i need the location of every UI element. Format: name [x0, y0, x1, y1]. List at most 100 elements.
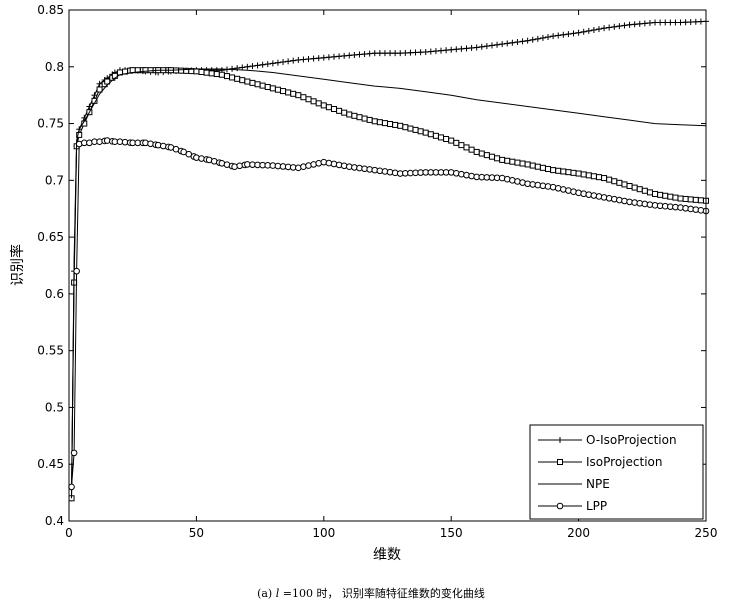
legend-label: IsoProjection — [586, 455, 662, 469]
legend-entry: NPE — [538, 477, 610, 491]
data-point — [274, 86, 281, 93]
data-point — [590, 26, 597, 33]
legend: O-IsoProjection IsoProjection NPE LPP — [529, 424, 704, 520]
data-point — [560, 168, 567, 175]
data-point — [438, 47, 445, 54]
data-point — [330, 106, 337, 113]
data-point — [290, 90, 297, 97]
data-point — [341, 52, 348, 59]
data-point — [677, 195, 684, 202]
data-point — [545, 34, 552, 41]
data-point — [203, 69, 210, 76]
data-point — [453, 46, 460, 53]
data-point — [315, 55, 322, 62]
legend-label: O-IsoProjection — [586, 433, 677, 447]
data-point — [320, 102, 327, 109]
data-point — [254, 81, 261, 88]
data-point — [499, 156, 506, 163]
data-point — [504, 157, 511, 164]
data-point — [366, 50, 373, 57]
data-point — [483, 152, 490, 159]
data-point — [300, 94, 307, 101]
x-axis-label: 维数 — [373, 547, 401, 563]
data-point — [443, 47, 450, 54]
data-point — [234, 75, 241, 82]
data-point — [336, 53, 343, 60]
caption-text: =100 时， 识别率随特征维数的变化曲线 — [279, 587, 485, 600]
data-point — [519, 38, 526, 45]
data-point — [590, 173, 597, 180]
data-point — [570, 169, 577, 176]
data-point — [325, 54, 332, 61]
legend-entries: O-IsoProjection IsoProjection NPE LPP — [538, 433, 677, 513]
data-point — [560, 31, 567, 38]
data-point — [387, 121, 394, 128]
data-point — [550, 167, 557, 174]
figure-caption: (a) l =100 时， 识别率随特征维数的变化曲线 — [0, 585, 742, 601]
data-point — [397, 122, 404, 129]
data-point — [290, 57, 297, 64]
data-point — [494, 155, 501, 162]
data-point — [407, 125, 414, 132]
data-point — [68, 483, 75, 491]
data-point — [468, 146, 475, 153]
data-point — [229, 74, 236, 81]
data-point — [595, 174, 602, 181]
y-axis-label: 识别率 — [9, 244, 26, 286]
data-point — [96, 80, 103, 87]
data-point — [381, 120, 388, 127]
y-tick-label: 0.8 — [45, 60, 64, 74]
data-point — [417, 128, 424, 135]
data-point — [646, 189, 653, 196]
data-point — [692, 18, 699, 25]
data-point — [427, 48, 434, 55]
data-point — [611, 23, 618, 30]
data-point — [641, 20, 648, 27]
data-point — [473, 44, 480, 51]
x-tick-label: 0 — [65, 526, 73, 540]
data-point — [427, 131, 434, 138]
data-point — [672, 19, 679, 26]
data-point — [239, 77, 246, 84]
data-point — [432, 132, 439, 139]
data-point — [667, 193, 674, 200]
series-isoprojection — [68, 67, 709, 502]
y-tick-label: 0.85 — [37, 3, 64, 17]
data-point — [473, 148, 480, 155]
data-point — [488, 42, 495, 49]
data-point — [269, 60, 276, 67]
data-point — [392, 50, 399, 57]
data-point — [453, 139, 460, 146]
data-point — [672, 194, 679, 201]
data-point — [300, 56, 307, 63]
data-point — [315, 100, 322, 107]
data-point — [285, 58, 292, 65]
data-point — [274, 59, 281, 66]
y-tick-label: 0.5 — [45, 400, 64, 414]
data-point — [76, 131, 83, 138]
data-point — [397, 50, 404, 57]
data-point — [259, 61, 266, 68]
data-point — [463, 144, 470, 151]
data-point — [646, 19, 653, 26]
legend-label: NPE — [586, 477, 610, 491]
data-point — [448, 46, 455, 53]
data-point — [346, 111, 353, 118]
legend-label: LPP — [586, 499, 607, 513]
x-tick-label: 100 — [312, 526, 335, 540]
y-tick-label: 0.55 — [37, 344, 64, 358]
data-point — [509, 39, 516, 46]
data-point — [356, 114, 363, 121]
data-point — [519, 160, 526, 167]
legend-entry: LPP — [538, 499, 607, 513]
data-point — [555, 167, 562, 174]
data-point — [534, 163, 541, 170]
x-tick-label: 250 — [695, 526, 718, 540]
data-point — [310, 98, 317, 105]
data-point — [438, 134, 445, 141]
data-point — [595, 26, 602, 33]
data-point — [458, 142, 465, 149]
data-point — [555, 32, 562, 39]
data-point — [468, 44, 475, 51]
data-point — [483, 43, 490, 50]
